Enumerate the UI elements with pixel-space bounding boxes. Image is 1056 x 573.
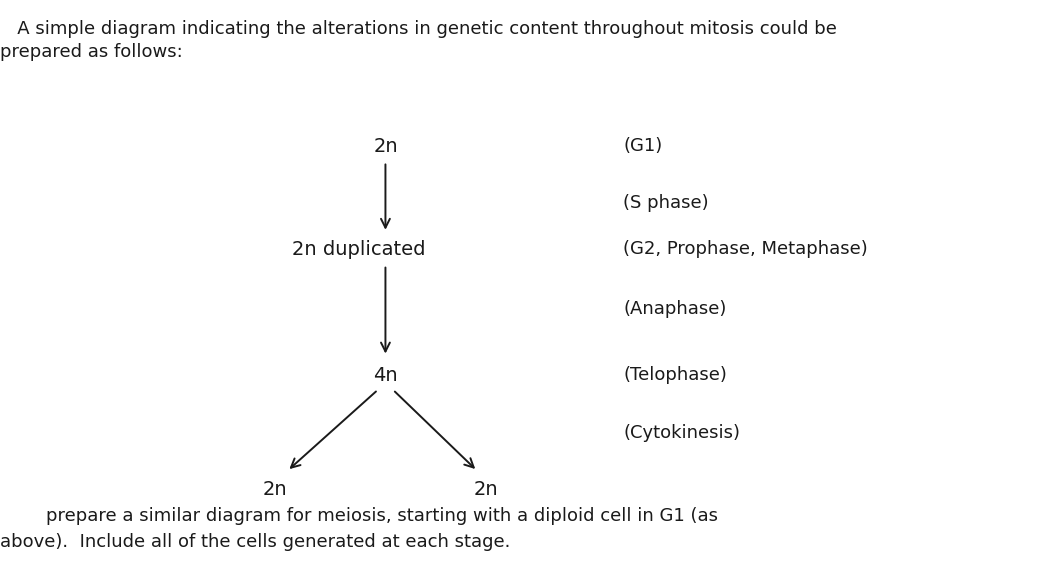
Text: prepared as follows:: prepared as follows: [0, 43, 183, 61]
Text: (Cytokinesis): (Cytokinesis) [623, 423, 740, 442]
Text: 2n duplicated: 2n duplicated [293, 240, 426, 259]
Text: (G2, Prophase, Metaphase): (G2, Prophase, Metaphase) [623, 240, 868, 258]
Text: (Telophase): (Telophase) [623, 366, 727, 384]
Text: (S phase): (S phase) [623, 194, 709, 213]
Text: 2n: 2n [262, 480, 287, 500]
Text: 2n: 2n [373, 136, 398, 156]
Text: (Anaphase): (Anaphase) [623, 300, 727, 319]
Text: above).  Include all of the cells generated at each stage.: above). Include all of the cells generat… [0, 533, 510, 551]
Text: prepare a similar diagram for meiosis, starting with a diploid cell in G1 (as: prepare a similar diagram for meiosis, s… [0, 507, 718, 525]
Text: 2n: 2n [473, 480, 498, 500]
Text: (G1): (G1) [623, 137, 662, 155]
Text: 4n: 4n [373, 366, 398, 385]
Text: A simple diagram indicating the alterations in genetic content throughout mitosi: A simple diagram indicating the alterati… [0, 20, 836, 38]
